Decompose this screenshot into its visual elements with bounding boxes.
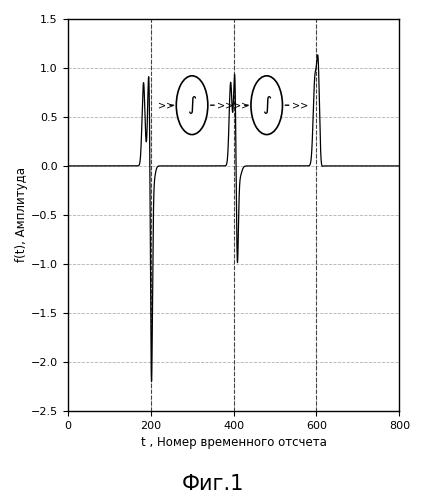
Ellipse shape <box>251 76 283 135</box>
Text: >>: >> <box>158 100 174 110</box>
Text: >>: >> <box>217 100 233 110</box>
Text: >>: >> <box>232 100 249 110</box>
Text: >>: >> <box>292 100 308 110</box>
Y-axis label: f(t), Амплитуда: f(t), Амплитуда <box>15 167 28 262</box>
X-axis label: t , Номер временного отсчета: t , Номер временного отсчета <box>141 436 326 449</box>
Text: $\int$: $\int$ <box>262 94 272 116</box>
Text: Фиг.1: Фиг.1 <box>181 474 244 494</box>
Text: $\int$: $\int$ <box>187 94 197 116</box>
Ellipse shape <box>176 76 208 135</box>
